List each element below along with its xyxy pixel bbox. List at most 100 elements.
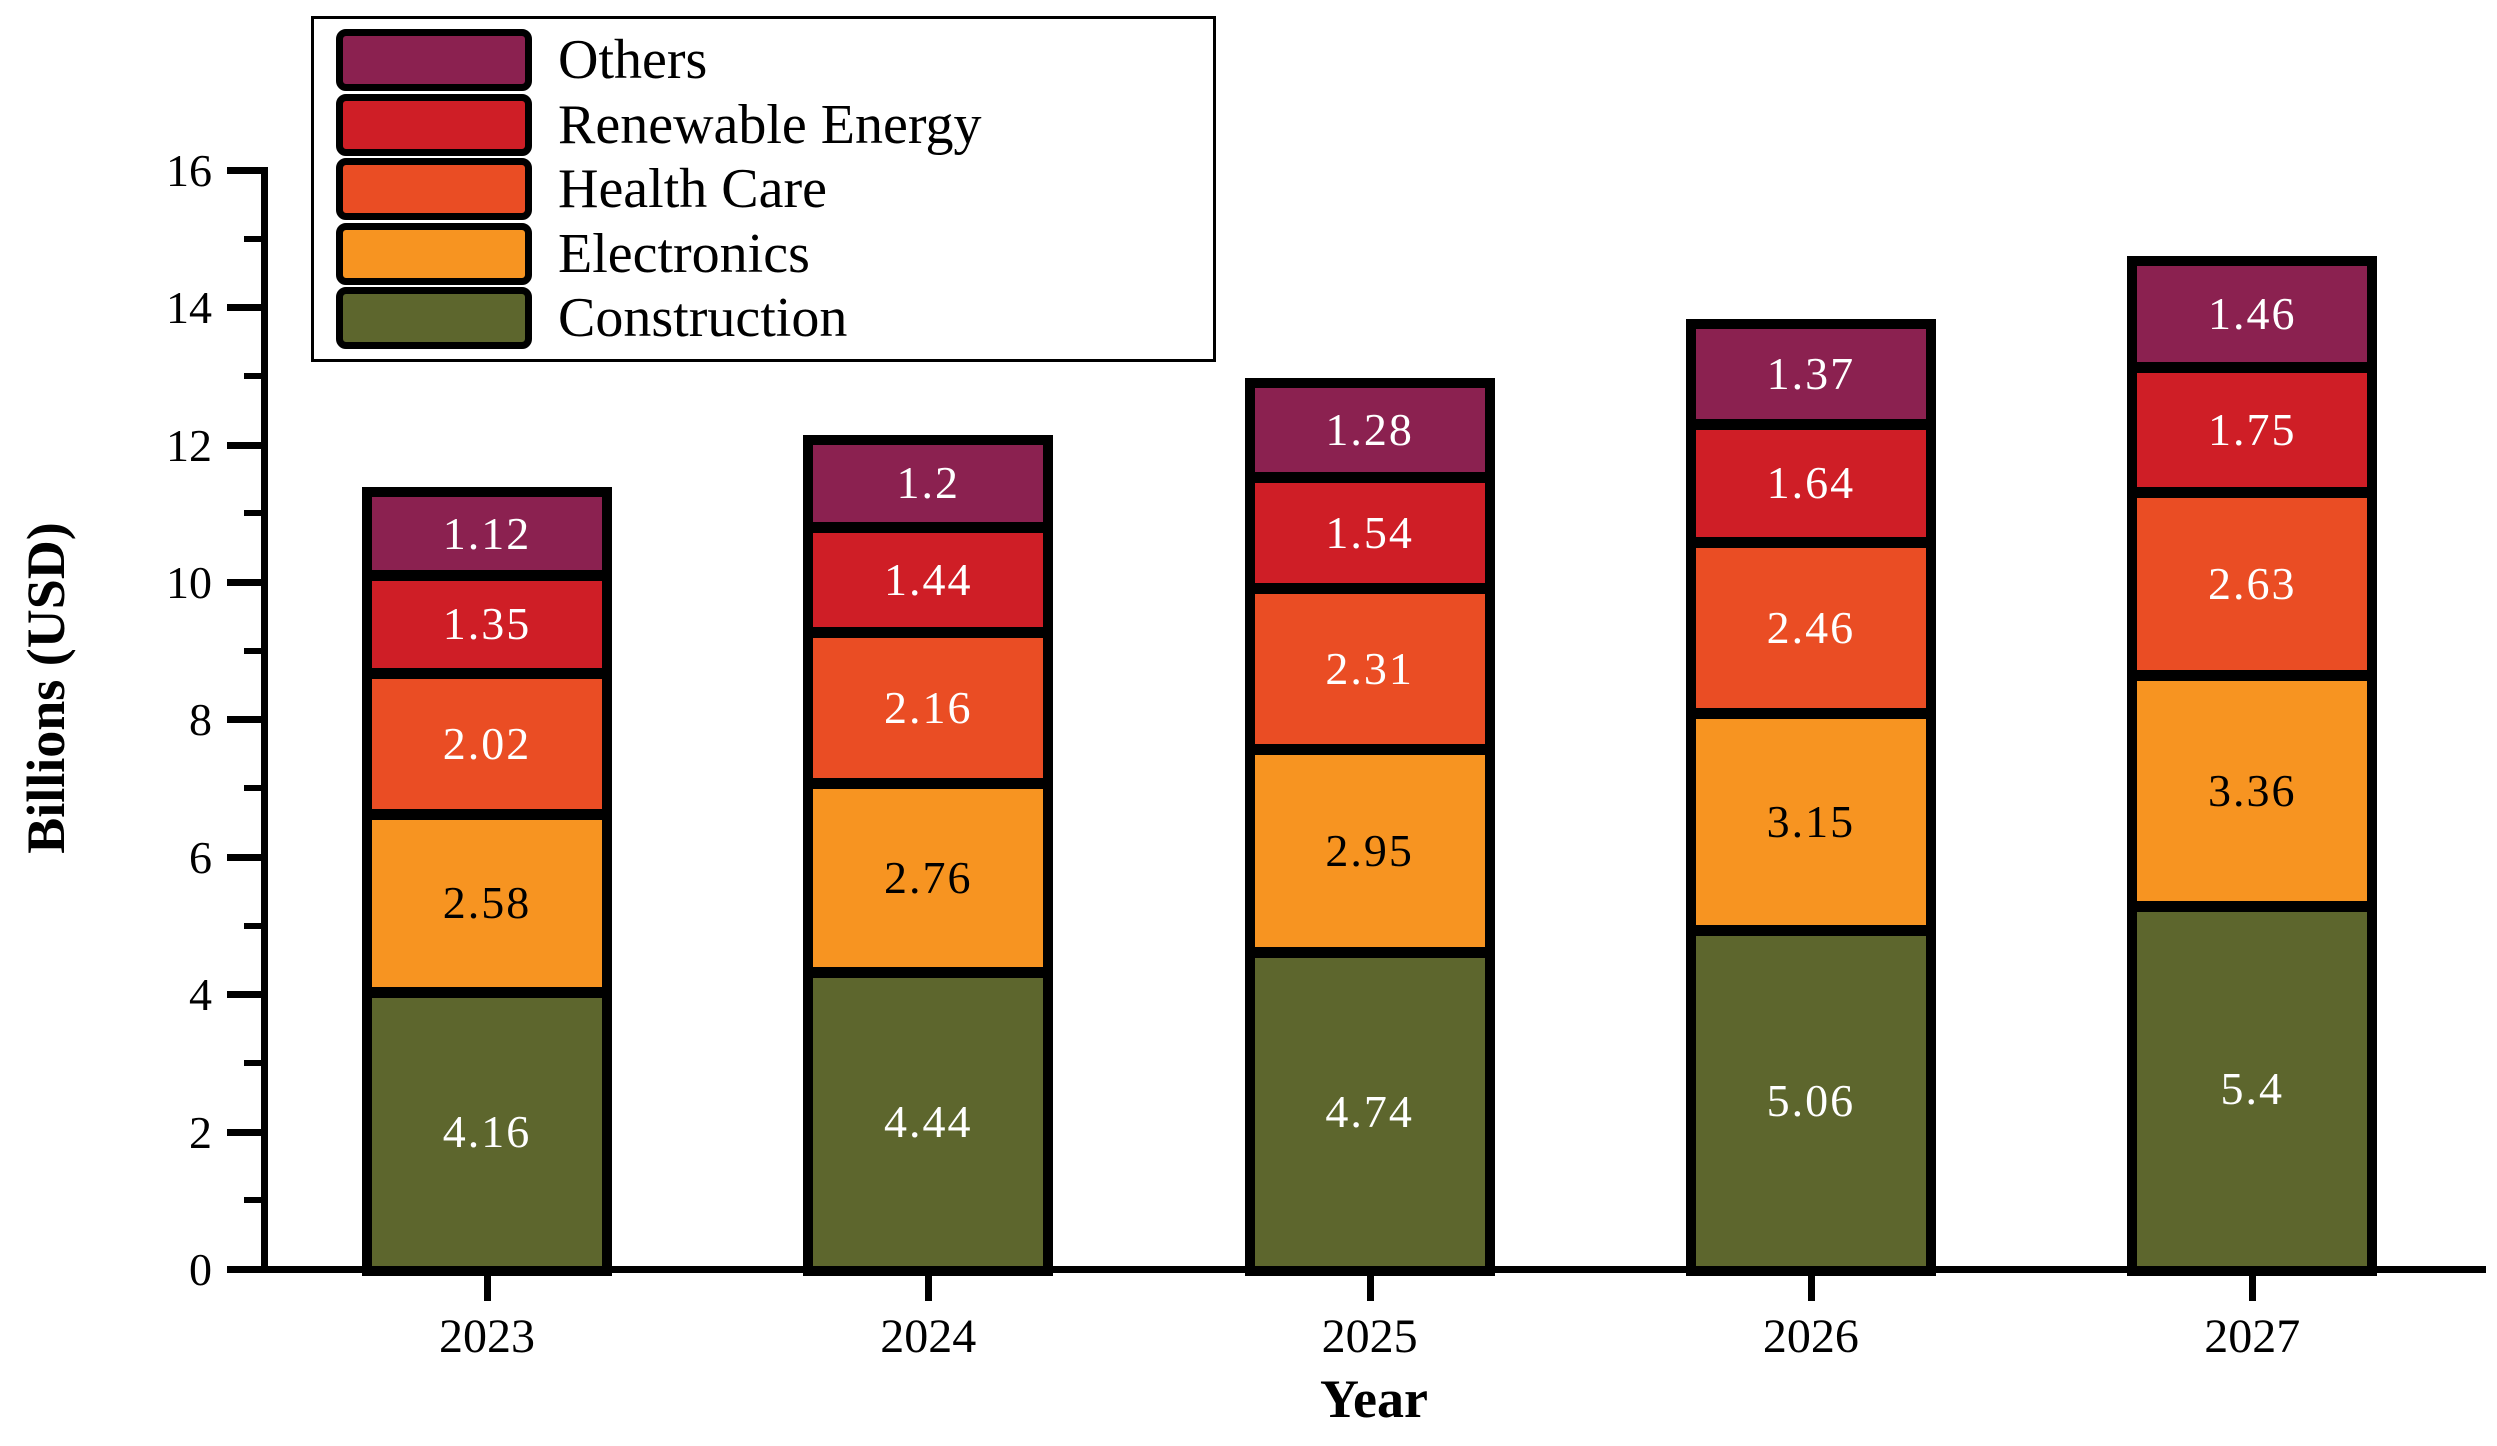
bar-segment-electronics: 2.58 xyxy=(372,809,602,987)
legend-row: Electronics xyxy=(336,222,1213,285)
x-tick xyxy=(2249,1273,2257,1301)
x-tick xyxy=(1807,1273,1815,1301)
y-minor-tick xyxy=(244,510,261,517)
x-tick-label: 2027 xyxy=(2204,1310,2301,1363)
y-tick-label: 8 xyxy=(189,694,212,746)
bar-2026: 1.37 1.64 2.46 3.15 5.06 xyxy=(1685,319,1936,1276)
y-major-tick xyxy=(227,991,261,999)
y-minor-tick xyxy=(244,785,261,792)
bar-segment-renewable-energy: 1.35 xyxy=(372,569,602,668)
legend-swatch xyxy=(336,287,532,349)
bar-value-label: 2.76 xyxy=(884,851,973,903)
legend-row: Renewable Energy xyxy=(336,93,1213,156)
y-axis-line xyxy=(261,166,268,1273)
bar-segment-electronics: 2.95 xyxy=(1254,743,1485,947)
bar-value-label: 2.58 xyxy=(442,877,532,929)
bar-value-label: 1.35 xyxy=(442,598,532,650)
bar-value-label: 1.64 xyxy=(1766,457,1856,509)
bar-value-label: 3.15 xyxy=(1766,795,1856,847)
y-minor-tick xyxy=(244,647,261,654)
legend-row: Construction xyxy=(336,287,1213,349)
bar-segment-construction: 5.4 xyxy=(2137,901,2368,1266)
y-major-tick xyxy=(227,441,261,449)
bar-segment-construction: 4.74 xyxy=(1254,946,1485,1266)
legend-label: Renewable Energy xyxy=(558,93,982,156)
y-tick-label: 12 xyxy=(166,419,212,471)
x-tick xyxy=(1366,1273,1374,1301)
y-minor-tick xyxy=(244,235,261,242)
y-minor-tick xyxy=(244,1059,261,1066)
bar-value-label: 2.02 xyxy=(442,717,532,769)
bar-segment-construction: 4.16 xyxy=(372,986,602,1266)
bar-segment-others: 1.46 xyxy=(2137,265,2368,362)
y-major-tick xyxy=(227,579,261,586)
y-axis-title: Billions (USD) xyxy=(16,522,76,854)
y-major-tick xyxy=(227,304,261,312)
bar-segment-renewable-energy: 1.64 xyxy=(1695,418,1926,537)
bar-segment-others: 1.37 xyxy=(1695,329,1926,419)
bar-2024: 1.2 1.44 2.16 2.76 4.44 xyxy=(803,434,1054,1276)
y-tick-label: 2 xyxy=(189,1106,212,1158)
bar-segment-others: 1.28 xyxy=(1254,388,1485,472)
bar-value-label: 4.16 xyxy=(442,1105,532,1157)
bar-value-label: 1.28 xyxy=(1325,403,1414,455)
x-axis-title: Year xyxy=(1320,1369,1428,1429)
y-major-tick xyxy=(227,166,261,174)
bar-segment-health-care: 2.63 xyxy=(2137,487,2368,671)
bar-segment-construction: 4.44 xyxy=(813,967,1044,1266)
bar-value-label: 1.46 xyxy=(2207,287,2297,339)
bar-value-label: 4.74 xyxy=(1325,1085,1414,1137)
bar-value-label: 2.63 xyxy=(2207,558,2297,610)
bar-segment-health-care: 2.46 xyxy=(1695,536,1926,709)
bar-value-label: 4.44 xyxy=(884,1096,973,1148)
bar-segment-electronics: 3.15 xyxy=(1695,708,1926,925)
x-tick-label: 2023 xyxy=(439,1310,535,1363)
legend-label: Electronics xyxy=(558,222,810,285)
y-tick-label: 14 xyxy=(166,282,212,334)
y-minor-tick xyxy=(244,372,261,379)
y-tick-label: 4 xyxy=(189,969,212,1021)
x-tick xyxy=(484,1273,491,1301)
legend-row: Health Care xyxy=(336,158,1213,220)
legend-label: Health Care xyxy=(558,158,827,220)
legend: Others Renewable Energy Health Care Electro… xyxy=(311,16,1216,362)
bar-2027: 1.46 1.75 2.63 3.36 5.4 xyxy=(2127,255,2378,1276)
bar-value-label: 2.46 xyxy=(1766,601,1856,653)
bar-segment-others: 1.2 xyxy=(813,444,1044,523)
y-major-tick xyxy=(227,716,261,724)
y-tick-label: 6 xyxy=(189,831,212,883)
x-tick-label: 2025 xyxy=(1321,1310,1418,1363)
y-major-tick xyxy=(227,1128,261,1136)
y-tick-label: 0 xyxy=(189,1244,212,1295)
bar-value-label: 2.16 xyxy=(884,681,973,733)
x-tick-label: 2026 xyxy=(1762,1310,1859,1363)
bar-segment-electronics: 2.76 xyxy=(813,777,1044,968)
bar-segment-renewable-energy: 1.54 xyxy=(1254,471,1485,583)
legend-label: Construction xyxy=(558,287,848,349)
x-tick xyxy=(925,1273,933,1301)
legend-swatch xyxy=(336,158,532,220)
y-minor-tick xyxy=(244,922,261,929)
legend-row: Others xyxy=(336,29,1213,91)
y-tick-label: 16 xyxy=(166,144,212,196)
bar-value-label: 1.75 xyxy=(2207,403,2297,455)
bar-2025: 1.28 1.54 2.31 2.95 4.74 xyxy=(1244,378,1495,1276)
legend-swatch xyxy=(336,222,532,285)
bar-value-label: 1.54 xyxy=(1325,506,1414,558)
bar-value-label: 3.36 xyxy=(2207,765,2297,817)
bar-segment-health-care: 2.16 xyxy=(813,626,1044,778)
y-major-tick xyxy=(227,1266,261,1273)
y-tick-label: 10 xyxy=(166,557,212,608)
bar-value-label: 1.37 xyxy=(1766,347,1856,399)
bar-2023: 1.12 1.35 2.02 2.58 4.16 xyxy=(362,487,612,1276)
bar-value-label: 1.2 xyxy=(896,457,961,509)
x-tick-label: 2024 xyxy=(880,1310,977,1363)
bar-value-label: 2.95 xyxy=(1325,824,1414,876)
y-major-tick xyxy=(227,853,261,861)
bar-value-label: 2.31 xyxy=(1325,642,1414,694)
bar-segment-health-care: 2.31 xyxy=(1254,582,1485,744)
legend-label: Others xyxy=(558,29,708,91)
legend-swatch xyxy=(336,93,532,156)
